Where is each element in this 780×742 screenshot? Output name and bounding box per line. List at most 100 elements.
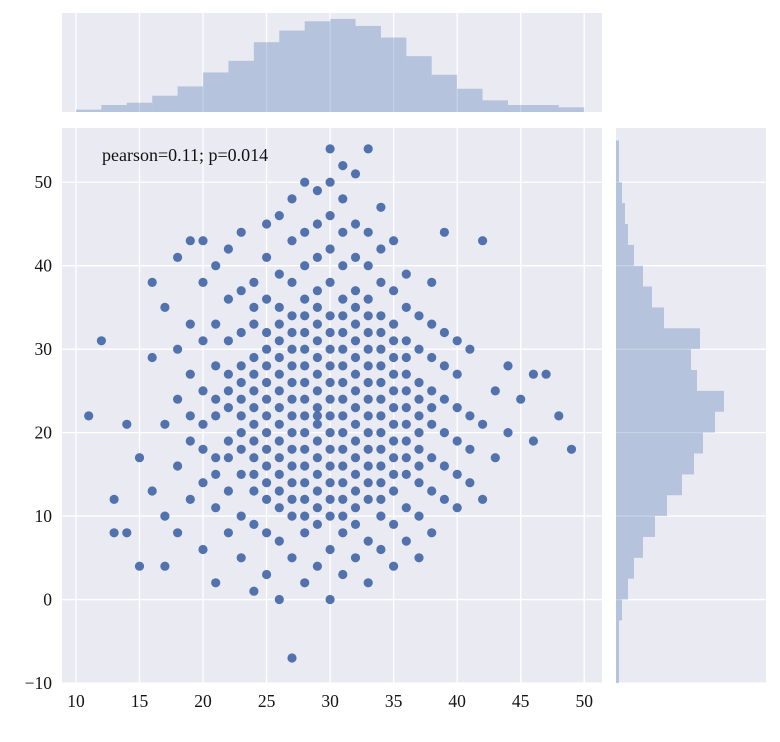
scatter-point [376,428,386,438]
right-hist-bar [616,307,664,329]
scatter-point [363,361,373,371]
scatter-point [338,511,348,521]
scatter-point [262,219,272,229]
scatter-point [160,419,170,429]
right-hist-bar [616,349,691,371]
scatter-point [198,478,208,488]
scatter-point [262,494,272,504]
scatter-point [274,436,284,446]
scatter-point [223,453,233,463]
scatter-point [338,478,348,488]
scatter-point [401,336,411,346]
scatter-point [274,503,284,513]
scatter-point [211,319,221,329]
x-axis-tick-label: 35 [385,691,403,711]
scatter-point [325,361,335,371]
scatter-point [198,444,208,454]
scatter-point [249,419,259,429]
top-hist-axes-bg [62,13,602,112]
scatter-point [287,511,297,521]
scatter-point [325,444,335,454]
scatter-point [312,336,322,346]
scatter-point [350,252,361,262]
scatter-point [427,419,437,429]
scatter-point [249,436,259,446]
scatter-point [401,352,411,363]
scatter-point [211,503,221,513]
scatter-point [249,352,259,363]
scatter-point [427,319,437,329]
scatter-point [414,444,424,454]
scatter-point [173,528,183,538]
right-hist-bar [616,161,619,183]
scatter-point [414,377,424,388]
scatter-point [262,569,272,580]
scatter-point [211,469,221,479]
scatter-point [249,403,259,413]
scatter-point [236,361,246,371]
scatter-point [249,453,259,463]
scatter-point [312,469,322,479]
scatter-point [363,311,373,321]
scatter-point [223,486,233,496]
scatter-point [350,336,361,346]
scatter-point [236,394,246,404]
top-hist-bar [279,30,305,112]
scatter-point [338,461,348,471]
scatter-point [401,302,411,312]
scatter-point [312,369,322,379]
scatter-point [376,394,386,404]
scatter-point [325,144,335,154]
right-hist-bar [616,432,703,454]
scatter-point [389,469,399,479]
scatter-point [236,511,246,521]
scatter-point [274,386,284,396]
scatter-point [389,519,399,530]
scatter-point [465,411,475,421]
scatter-point [516,394,526,404]
y-axis-tick-label: 30 [35,339,53,359]
scatter-point [147,352,157,363]
y-axis-tick-label: 40 [35,256,53,276]
scatter-point [160,561,170,571]
scatter-point [503,361,513,371]
scatter-point [376,494,386,504]
scatter-point [325,377,335,388]
scatter-point [376,411,386,421]
scatter-point [414,478,424,488]
scatter-point [134,561,145,571]
scatter-point [109,528,119,538]
scatter-point [287,236,297,246]
scatter-point [249,586,259,596]
scatter-point [287,553,297,563]
scatter-point [452,436,462,446]
scatter-point [363,478,373,488]
scatter-point [262,528,272,538]
scatter-point [198,236,208,246]
scatter-point [300,177,310,187]
scatter-point [338,344,348,354]
scatter-point [439,428,449,438]
x-axis-tick-label: 25 [258,691,276,711]
scatter-point [262,478,272,488]
scatter-point [211,453,221,463]
scatter-point [389,352,399,363]
top-hist-bar [177,86,204,112]
scatter-point [262,361,272,371]
scatter-point [452,336,462,346]
scatter-point [465,344,475,354]
scatter-point [338,528,348,538]
scatter-point [325,311,335,321]
scatter-point [262,344,272,354]
scatter-point [173,344,183,354]
scatter-point [122,419,132,429]
scatter-point [389,386,399,396]
scatter-point [363,344,373,354]
right-hist-bar [616,641,619,663]
top-hist-bar [431,74,458,112]
y-axis-tick-label: −10 [25,673,53,693]
right-hist-bar [616,286,652,308]
scatter-point [427,403,437,413]
scatter-point [376,202,386,212]
scatter-point [274,419,284,429]
